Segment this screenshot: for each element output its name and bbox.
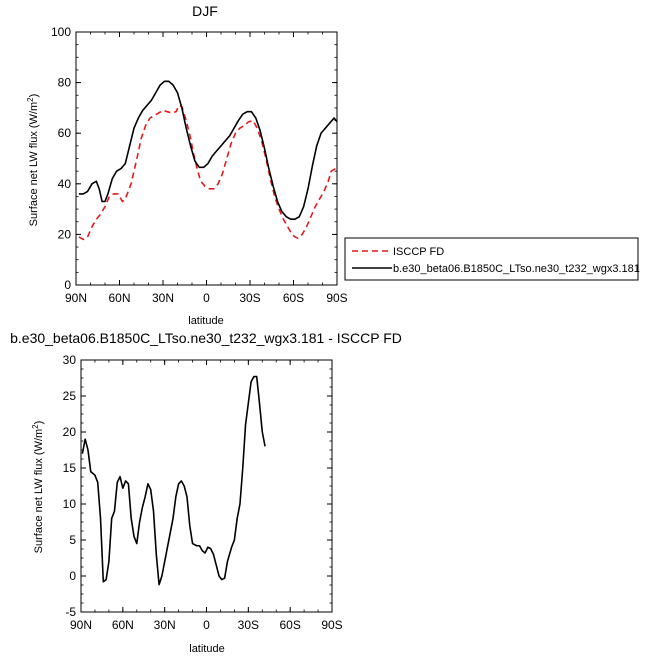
panel-top-xlabel: latitude (188, 315, 223, 327)
bottom-xtick-label: 90N (70, 618, 92, 632)
bottom-xtick-label: 30S (238, 618, 259, 632)
top-ytick-label: 0 (64, 278, 71, 292)
bottom-ytick-label: 10 (63, 497, 77, 511)
legend: ISCCP FD b.e30_beta06.B1850C_LTso.ne30_t… (344, 237, 640, 281)
top-plot-area: 0 20 40 60 80 100 90N 60N 30N 0 30S 60S 90S (51, 25, 348, 305)
bottom-xtick-label: 60S (279, 618, 300, 632)
bottom-xtick-label: 30N (154, 618, 176, 632)
bottom-plot-area: -5 0 5 10 15 20 25 30 90N 60N 30N 0 30S 60S 90S (63, 353, 343, 632)
panel-top-ylabel: Surface net LW flux (W/m2) (26, 94, 41, 227)
bottom-ytick-label: 25 (63, 389, 77, 403)
top-ytick-label: 40 (58, 177, 72, 191)
bottom-frame (80, 359, 333, 613)
legend-box (344, 237, 639, 281)
top-xtick-label: 90S (326, 291, 347, 305)
bottom-xtick-label: 0 (203, 618, 210, 632)
bottom-ytick-label: 15 (63, 461, 77, 475)
legend-label-model: b.e30_beta06.B1850C_LTso.ne30_t232_wgx3.… (393, 263, 640, 275)
panel-bottom-ylabel: Surface net LW flux (W/m2) (31, 421, 46, 554)
top-ytick-label: 80 (58, 76, 72, 90)
panel-top: DJF 0 20 40 60 80 100 90N 60N 30N 0 30S 60S 90S lati… (26, 3, 348, 327)
bottom-ytick-label: 30 (63, 353, 77, 367)
bottom-series-line-0 (81, 375, 266, 586)
top-series-line-0 (78, 104, 336, 241)
top-xtick-label: 30N (152, 291, 174, 305)
top-series-line-1 (78, 80, 338, 221)
legend-label-isccp: ISCCP FD (393, 246, 444, 258)
top-ytick-label: 20 (58, 227, 72, 241)
top-xtick-label: 90N (65, 291, 87, 305)
bottom-ytick-label: 0 (69, 569, 76, 583)
bottom-ytick-label: 20 (63, 425, 77, 439)
top-frame (75, 31, 338, 286)
top-xtick-label: 0 (203, 291, 210, 305)
top-ytick-label: 100 (51, 25, 71, 39)
top-ytick-label: 60 (58, 126, 72, 140)
panel-top-title: DJF (192, 3, 218, 19)
top-xtick-label: 60N (108, 291, 130, 305)
bottom-ytick-label: 5 (69, 533, 76, 547)
bottom-xtick-label: 90S (321, 618, 342, 632)
top-xtick-label: 60S (283, 291, 304, 305)
panel-bottom-xlabel: latitude (189, 643, 224, 655)
top-xtick-label: 30S (239, 291, 260, 305)
panel-bottom-title: b.e30_beta06.B1850C_LTso.ne30_t232_wgx3.… (10, 330, 402, 346)
panel-bottom: b.e30_beta06.B1850C_LTso.ne30_t232_wgx3.… (10, 330, 402, 655)
bottom-ytick-label: -5 (65, 605, 76, 619)
bottom-xtick-label: 60N (112, 618, 134, 632)
